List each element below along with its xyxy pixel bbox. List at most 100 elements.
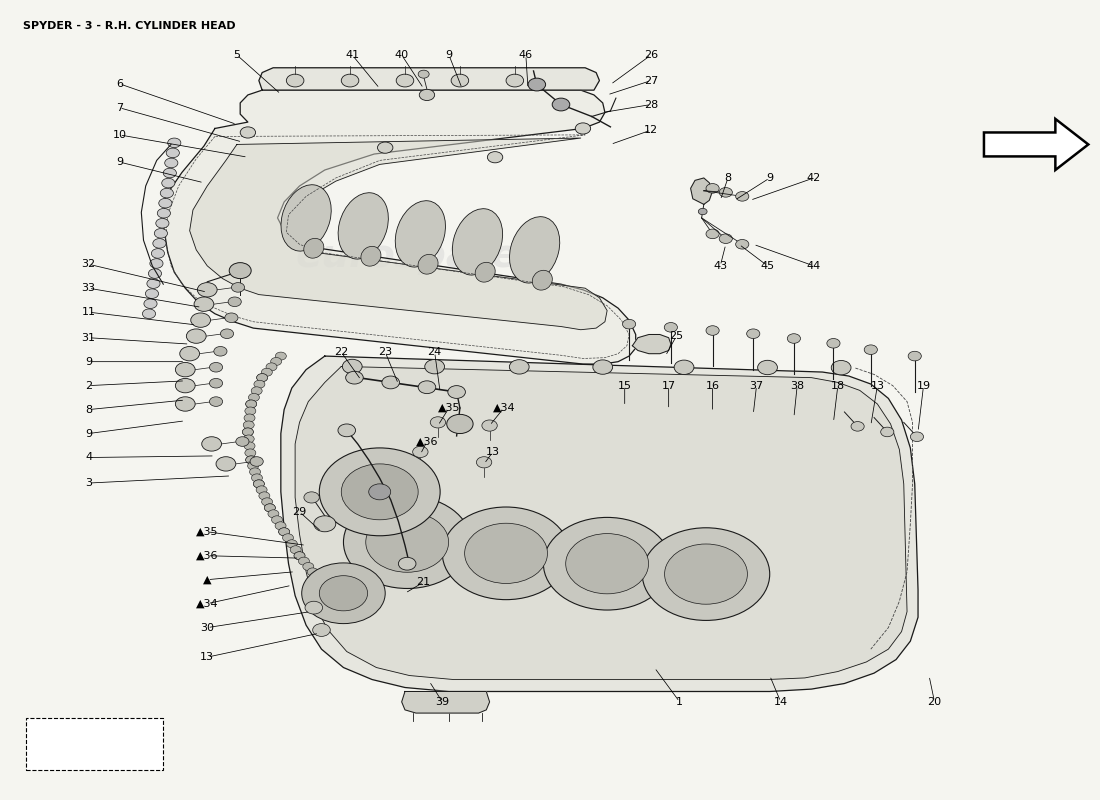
Circle shape: [286, 540, 297, 548]
Circle shape: [254, 380, 265, 388]
Circle shape: [552, 98, 570, 111]
Text: 28: 28: [644, 99, 658, 110]
Circle shape: [305, 602, 322, 614]
Text: eurospares: eurospares: [339, 541, 585, 578]
Circle shape: [264, 504, 275, 512]
Circle shape: [719, 234, 733, 243]
Circle shape: [175, 397, 195, 411]
Circle shape: [166, 148, 179, 158]
Circle shape: [242, 428, 253, 436]
Circle shape: [341, 74, 359, 87]
Text: 9: 9: [446, 50, 452, 60]
Text: 11: 11: [81, 307, 96, 317]
Text: 8: 8: [85, 405, 92, 414]
Circle shape: [319, 576, 367, 611]
Circle shape: [338, 424, 355, 437]
Circle shape: [312, 624, 330, 636]
Circle shape: [201, 437, 221, 451]
Circle shape: [167, 138, 180, 148]
Ellipse shape: [361, 246, 381, 266]
Circle shape: [163, 168, 176, 178]
Circle shape: [213, 346, 227, 356]
Text: 13: 13: [486, 447, 499, 457]
Text: 9: 9: [116, 157, 123, 167]
Circle shape: [506, 74, 524, 87]
Circle shape: [253, 480, 264, 488]
Text: 20: 20: [927, 697, 942, 707]
Circle shape: [412, 446, 428, 458]
Circle shape: [209, 378, 222, 388]
Text: 29: 29: [293, 507, 307, 517]
Polygon shape: [691, 178, 713, 204]
Circle shape: [448, 386, 465, 398]
Circle shape: [294, 552, 305, 560]
Circle shape: [268, 510, 279, 518]
Circle shape: [240, 127, 255, 138]
Ellipse shape: [452, 209, 503, 275]
Ellipse shape: [475, 262, 495, 282]
Circle shape: [144, 299, 157, 309]
Text: 26: 26: [644, 50, 658, 60]
Circle shape: [418, 381, 436, 394]
Text: 9: 9: [85, 357, 92, 366]
Circle shape: [487, 152, 503, 163]
Text: 5: 5: [233, 50, 241, 60]
Circle shape: [245, 400, 256, 408]
Circle shape: [311, 574, 322, 582]
Circle shape: [451, 74, 469, 87]
Text: 32: 32: [81, 259, 96, 270]
Text: 31: 31: [81, 333, 96, 342]
Text: 3: 3: [85, 478, 92, 488]
Polygon shape: [258, 68, 600, 90]
Text: 17: 17: [661, 381, 675, 390]
Circle shape: [664, 322, 678, 332]
Circle shape: [147, 278, 161, 288]
Circle shape: [674, 360, 694, 374]
Circle shape: [283, 534, 294, 542]
Text: 9: 9: [85, 429, 92, 438]
Circle shape: [152, 249, 165, 258]
Circle shape: [593, 360, 613, 374]
Circle shape: [258, 492, 270, 500]
Circle shape: [736, 239, 749, 249]
Circle shape: [272, 516, 283, 524]
Text: 18: 18: [830, 381, 845, 390]
Circle shape: [706, 229, 719, 238]
Text: 4: 4: [85, 453, 92, 462]
Text: 22: 22: [334, 347, 349, 357]
Text: 44: 44: [806, 261, 821, 271]
Circle shape: [382, 376, 399, 389]
Circle shape: [326, 589, 337, 597]
Circle shape: [307, 568, 318, 576]
Text: ▲35: ▲35: [196, 526, 219, 537]
Ellipse shape: [418, 254, 438, 274]
Circle shape: [314, 516, 336, 532]
Circle shape: [153, 238, 166, 248]
Text: ▲ = 1: ▲ = 1: [76, 738, 114, 750]
Circle shape: [642, 528, 770, 621]
Circle shape: [220, 329, 233, 338]
Text: 16: 16: [705, 381, 719, 390]
Circle shape: [275, 522, 286, 530]
Circle shape: [197, 282, 217, 297]
Circle shape: [366, 512, 449, 572]
Circle shape: [209, 362, 222, 372]
Circle shape: [231, 282, 244, 292]
Circle shape: [251, 387, 262, 395]
FancyBboxPatch shape: [26, 718, 163, 770]
Text: 46: 46: [519, 50, 532, 60]
Circle shape: [235, 437, 249, 446]
Circle shape: [311, 574, 322, 582]
Circle shape: [343, 496, 471, 589]
Circle shape: [482, 420, 497, 431]
Circle shape: [881, 427, 894, 437]
Circle shape: [156, 218, 169, 228]
Circle shape: [256, 374, 267, 382]
Circle shape: [706, 326, 719, 335]
Text: 2: 2: [85, 381, 92, 390]
Circle shape: [698, 208, 707, 214]
Circle shape: [301, 563, 385, 624]
Circle shape: [430, 417, 446, 428]
Circle shape: [398, 558, 416, 570]
Text: 7: 7: [116, 102, 123, 113]
